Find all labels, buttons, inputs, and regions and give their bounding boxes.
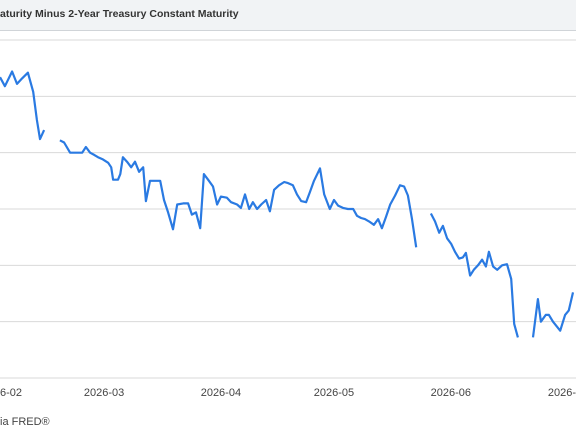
x-tick-label: 6-02 — [0, 387, 22, 399]
chart-title: aturity Minus 2-Year Treasury Constant M… — [0, 8, 239, 20]
x-tick-label: 2026- — [548, 387, 576, 399]
x-tick-label: 2026-03 — [84, 387, 124, 399]
x-tick-label: 2026-05 — [314, 387, 354, 399]
data-line — [0, 70, 575, 338]
x-tick-label: 2026-04 — [201, 387, 241, 399]
source-note: ia FRED® — [0, 416, 50, 428]
x-tick-label: 2026-06 — [431, 387, 471, 399]
title-bar — [0, 0, 576, 30]
